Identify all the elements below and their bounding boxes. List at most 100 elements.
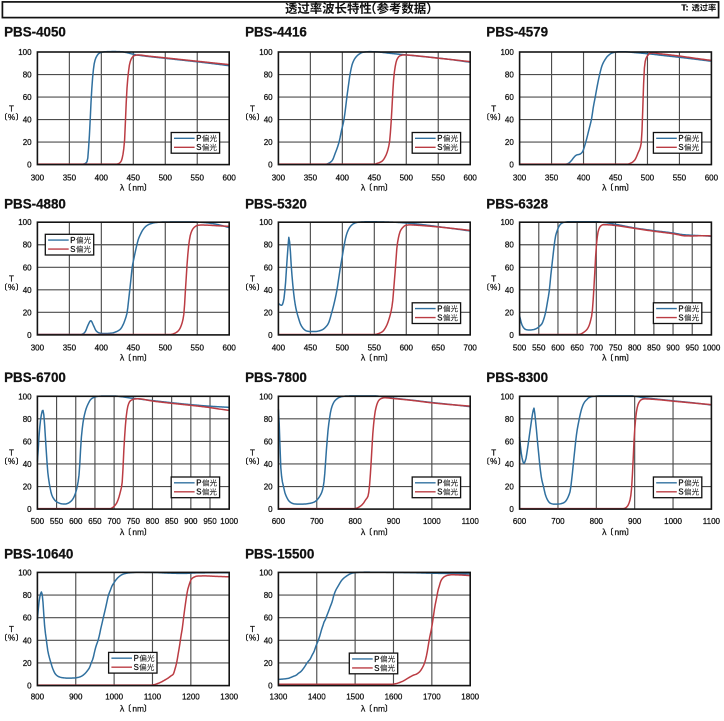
svg-text:400: 400 bbox=[272, 344, 286, 353]
svg-text:S: S bbox=[134, 663, 139, 672]
svg-text:%: % bbox=[8, 634, 15, 643]
svg-text:700: 700 bbox=[310, 517, 324, 526]
svg-text:20: 20 bbox=[23, 483, 32, 492]
svg-text:S: S bbox=[437, 314, 442, 323]
svg-text:800: 800 bbox=[31, 692, 45, 701]
svg-text:600: 600 bbox=[223, 174, 237, 183]
svg-text:λ: λ bbox=[602, 182, 607, 192]
svg-text:80: 80 bbox=[23, 71, 32, 80]
svg-text:100: 100 bbox=[259, 218, 273, 227]
svg-text:S: S bbox=[437, 488, 442, 497]
svg-text:100: 100 bbox=[500, 48, 514, 57]
svg-text:40: 40 bbox=[505, 460, 514, 469]
svg-text:%: % bbox=[8, 283, 15, 292]
svg-text:100: 100 bbox=[259, 48, 273, 57]
svg-text:λ: λ bbox=[602, 353, 607, 363]
svg-text:1000: 1000 bbox=[220, 517, 238, 526]
svg-text:%: % bbox=[249, 113, 256, 122]
svg-text:40: 40 bbox=[23, 460, 32, 469]
svg-text:1000: 1000 bbox=[703, 344, 721, 353]
svg-text:600: 600 bbox=[223, 344, 237, 353]
svg-text:nm: nm bbox=[132, 353, 144, 363]
svg-text:nm: nm bbox=[373, 353, 385, 363]
svg-text:550: 550 bbox=[191, 174, 205, 183]
svg-text:60: 60 bbox=[264, 437, 273, 446]
svg-text:0: 0 bbox=[27, 331, 32, 340]
svg-text:1100: 1100 bbox=[144, 692, 162, 701]
svg-text:450: 450 bbox=[368, 174, 382, 183]
svg-text:40: 40 bbox=[264, 636, 273, 645]
svg-text:500: 500 bbox=[336, 344, 350, 353]
svg-text:550: 550 bbox=[50, 517, 64, 526]
svg-text:λ: λ bbox=[361, 527, 366, 537]
svg-text:800: 800 bbox=[628, 344, 642, 353]
svg-text:T: T bbox=[250, 449, 255, 458]
svg-text:P: P bbox=[196, 134, 201, 143]
svg-text:900: 900 bbox=[69, 692, 83, 701]
svg-text:P: P bbox=[437, 479, 442, 488]
svg-text:T: T bbox=[250, 275, 255, 284]
svg-text:%: % bbox=[249, 457, 256, 466]
svg-text:100: 100 bbox=[18, 218, 32, 227]
svg-text:500: 500 bbox=[641, 174, 655, 183]
svg-text:80: 80 bbox=[264, 71, 273, 80]
svg-text:700: 700 bbox=[464, 344, 478, 353]
svg-text:0: 0 bbox=[268, 331, 273, 340]
svg-text:P: P bbox=[678, 479, 683, 488]
svg-text:T: T bbox=[491, 449, 496, 458]
svg-text:550: 550 bbox=[432, 174, 446, 183]
svg-text:450: 450 bbox=[609, 174, 623, 183]
svg-text:40: 40 bbox=[264, 116, 273, 125]
svg-text:%: % bbox=[8, 113, 15, 122]
svg-text:T: T bbox=[491, 104, 496, 113]
svg-text:650: 650 bbox=[432, 344, 446, 353]
svg-text:PBS-8300: PBS-8300 bbox=[486, 370, 548, 385]
svg-text:900: 900 bbox=[666, 344, 680, 353]
svg-text:P: P bbox=[678, 134, 683, 143]
svg-text:400: 400 bbox=[577, 174, 591, 183]
svg-text:0: 0 bbox=[27, 682, 32, 691]
svg-text:T: T bbox=[9, 104, 14, 113]
svg-text:100: 100 bbox=[259, 392, 273, 401]
svg-text:nm: nm bbox=[615, 353, 627, 363]
svg-text:100: 100 bbox=[500, 218, 514, 227]
svg-text:20: 20 bbox=[264, 308, 273, 317]
svg-text:350: 350 bbox=[63, 174, 77, 183]
svg-text:PBS-10640: PBS-10640 bbox=[4, 547, 73, 562]
svg-text:400: 400 bbox=[336, 174, 350, 183]
svg-text:1500: 1500 bbox=[346, 692, 364, 701]
svg-text:400: 400 bbox=[95, 174, 109, 183]
svg-text:700: 700 bbox=[107, 517, 121, 526]
svg-text:700: 700 bbox=[590, 344, 604, 353]
svg-text:0: 0 bbox=[509, 505, 514, 514]
svg-text:60: 60 bbox=[23, 437, 32, 446]
svg-text:40: 40 bbox=[505, 116, 514, 125]
svg-text:0: 0 bbox=[268, 505, 273, 514]
svg-text:nm: nm bbox=[615, 527, 627, 537]
svg-text:T: T bbox=[491, 275, 496, 284]
svg-text:nm: nm bbox=[132, 527, 144, 537]
svg-text:60: 60 bbox=[264, 614, 273, 623]
svg-text:450: 450 bbox=[127, 174, 141, 183]
svg-text:300: 300 bbox=[31, 174, 45, 183]
svg-text:nm: nm bbox=[132, 182, 144, 192]
svg-text:S: S bbox=[437, 143, 442, 152]
svg-text:%: % bbox=[8, 457, 15, 466]
svg-text:900: 900 bbox=[628, 517, 642, 526]
svg-text:λ: λ bbox=[120, 703, 125, 713]
svg-text:350: 350 bbox=[304, 174, 318, 183]
svg-text:80: 80 bbox=[505, 415, 514, 424]
svg-text:20: 20 bbox=[23, 138, 32, 147]
svg-text:λ: λ bbox=[361, 703, 366, 713]
svg-text:1000: 1000 bbox=[664, 517, 682, 526]
svg-text:60: 60 bbox=[23, 93, 32, 102]
svg-text:%: % bbox=[490, 283, 497, 292]
svg-text:450: 450 bbox=[304, 344, 318, 353]
svg-text:S: S bbox=[196, 488, 201, 497]
svg-text:950: 950 bbox=[203, 517, 217, 526]
svg-text:800: 800 bbox=[348, 517, 362, 526]
svg-text:S: S bbox=[678, 314, 683, 323]
svg-text:500: 500 bbox=[31, 517, 45, 526]
svg-text:20: 20 bbox=[264, 138, 273, 147]
svg-text:300: 300 bbox=[272, 174, 286, 183]
